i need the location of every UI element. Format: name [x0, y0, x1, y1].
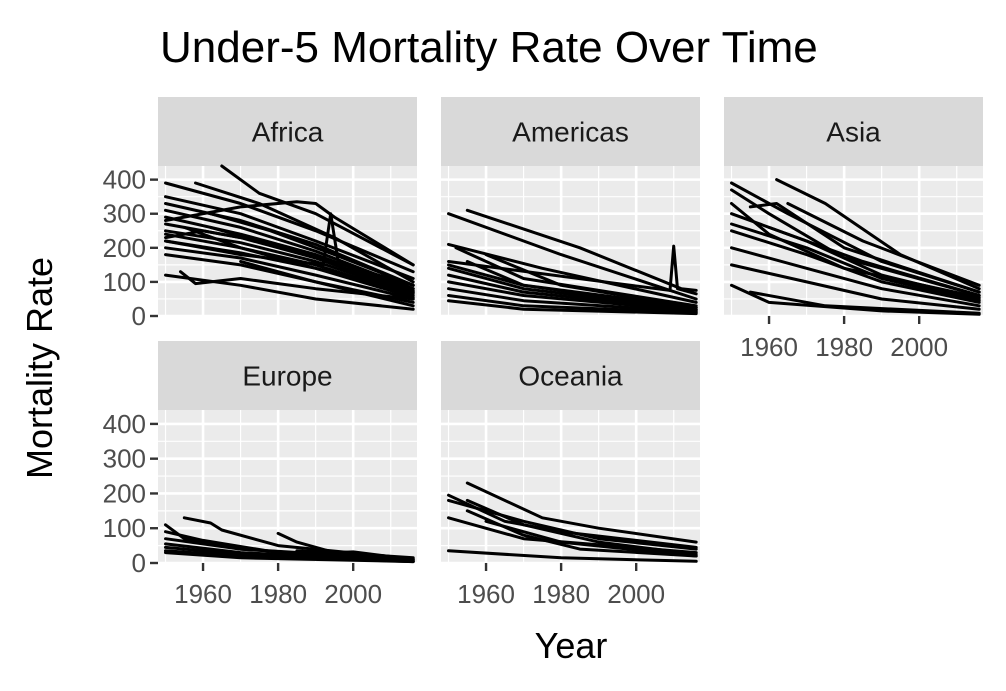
- y-tick-label: 400: [103, 165, 146, 195]
- series-line: [484, 253, 698, 309]
- facet-label-africa: Africa: [252, 117, 324, 148]
- series-line: [164, 253, 415, 304]
- series-line: [465, 260, 698, 311]
- y-tick-label: 300: [103, 199, 146, 229]
- x-tick-label: 1960: [457, 579, 515, 609]
- series-line: [179, 270, 415, 301]
- y-tick-label: 0: [132, 301, 146, 331]
- series-line: [164, 246, 415, 301]
- series-line: [786, 202, 981, 287]
- facet-label-americas: Americas: [512, 117, 629, 148]
- series-line: [447, 498, 698, 551]
- facet-strip-americas: [441, 97, 700, 166]
- x-tick-label: 1980: [249, 579, 307, 609]
- series-line: [209, 212, 415, 287]
- y-tick-label: 300: [103, 444, 146, 474]
- series-line: [239, 260, 415, 308]
- series-line: [447, 280, 698, 313]
- series-line: [447, 287, 698, 314]
- y-tick-label: 100: [103, 267, 146, 297]
- facet-label-oceania: Oceania: [518, 361, 623, 392]
- series-line: [767, 225, 981, 297]
- x-tick-label: 1980: [532, 579, 590, 609]
- x-tick-label: 2000: [890, 332, 948, 362]
- x-tick-label: 1980: [815, 332, 873, 362]
- x-tick-label: 1960: [740, 332, 798, 362]
- facet-label-europe: Europe: [242, 361, 332, 392]
- facet-asia: Asia 1960 1980 2000: [724, 97, 983, 362]
- facet-strip-asia: [724, 97, 983, 166]
- y-axis-title: Mortality Rate: [19, 257, 60, 479]
- y-tick-label: 200: [103, 478, 146, 508]
- series-line: [730, 246, 981, 308]
- series-line: [465, 498, 698, 556]
- facet-americas: Americas: [441, 97, 700, 318]
- series-line: [447, 299, 698, 316]
- facet-oceania: Oceania 1960 1980 2000: [441, 341, 700, 609]
- x-tick-label: 2000: [324, 579, 382, 609]
- series-line: [295, 549, 415, 561]
- series-line: [465, 481, 698, 544]
- series-line: [447, 549, 698, 563]
- y-tick-label: 0: [132, 548, 146, 578]
- facet-strip-oceania: [441, 341, 700, 410]
- series-line: [164, 200, 415, 267]
- series-line: [748, 202, 981, 294]
- facet-strip-europe: [158, 341, 417, 410]
- chart-title: Under-5 Mortality Rate Over Time: [160, 23, 818, 72]
- series-line: [484, 519, 698, 558]
- y-tick-label: 200: [103, 233, 146, 263]
- x-tick-label: 2000: [607, 579, 665, 609]
- series-line: [730, 263, 981, 311]
- facet-panels: Africa 0 100 200 300 400 Americas Asia 1960 1980 2…: [103, 97, 983, 609]
- facet-label-asia: Asia: [826, 117, 881, 148]
- series-line: [164, 195, 415, 280]
- panel-background-oceania: [441, 410, 700, 563]
- series-line: [447, 273, 698, 312]
- facet-europe: Europe 0 100 200 300 400 1960 1980 2000: [103, 341, 417, 609]
- y-tick-label: 400: [103, 409, 146, 439]
- series-line: [447, 294, 698, 315]
- series-line: [164, 229, 415, 291]
- series-line: [164, 551, 415, 564]
- series-line: [465, 208, 698, 292]
- x-axis-title: Year: [535, 625, 608, 666]
- series-line: [447, 212, 698, 301]
- series-line: [730, 229, 981, 304]
- x-tick-label: 1960: [174, 579, 232, 609]
- series-line: [164, 229, 415, 296]
- series-line: [164, 273, 415, 311]
- series-line: [730, 222, 981, 303]
- series-line: [164, 212, 415, 294]
- facet-strip-africa: [158, 97, 417, 166]
- series-line: [164, 181, 415, 274]
- y-tick-label: 100: [103, 513, 146, 543]
- series-line: [447, 242, 698, 304]
- series-line: [748, 290, 981, 315]
- series-line: [194, 181, 415, 284]
- facet-africa: Africa 0 100 200 300 400: [103, 97, 417, 331]
